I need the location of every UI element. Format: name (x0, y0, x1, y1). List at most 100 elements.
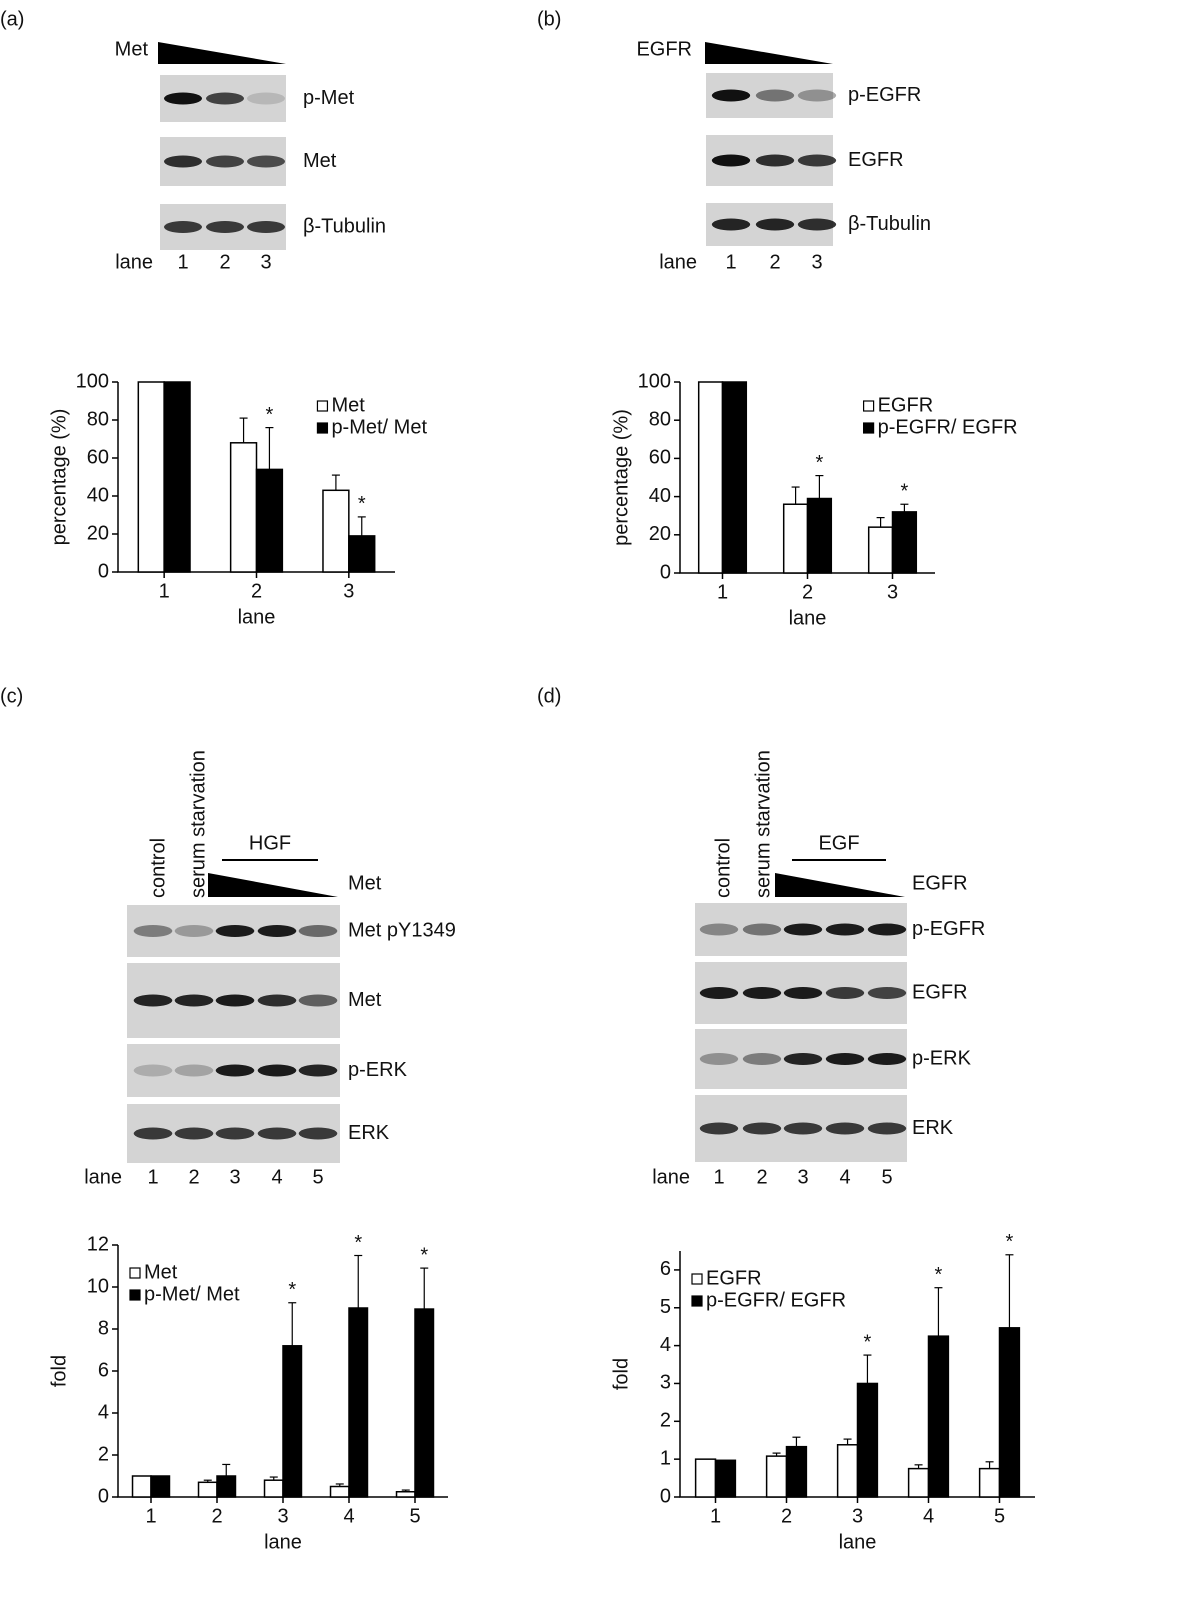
row-label: β-Tubulin (848, 213, 931, 235)
bar (348, 1307, 369, 1498)
y-tick-label: 2 (98, 1443, 109, 1465)
blot-band (797, 154, 837, 167)
x-tick-label: 1 (159, 580, 170, 602)
lane-number: 1 (177, 251, 188, 273)
blot-band (699, 987, 739, 999)
blot-band (825, 1053, 865, 1065)
lane-number: 4 (271, 1166, 282, 1188)
error-bar (914, 1464, 923, 1469)
lane-label: lane (659, 251, 697, 273)
y-tick-label: 0 (660, 1485, 671, 1507)
y-tick-label: 6 (98, 1359, 109, 1381)
y-axis-label: fold (48, 1355, 70, 1387)
error-bar (843, 1438, 852, 1445)
blot-band (133, 1127, 173, 1140)
legend-label: EGFR (878, 394, 934, 416)
blot-band (257, 925, 297, 937)
lane-label: lane (652, 1166, 690, 1188)
error-bar (1005, 1254, 1014, 1328)
bar (348, 535, 376, 573)
lane-number: 2 (219, 251, 230, 273)
row-label: Met (303, 150, 337, 172)
y-tick-label: 20 (87, 522, 109, 544)
x-tick-label: 3 (277, 1505, 288, 1527)
bar (329, 1485, 350, 1498)
y-tick-label: 6 (660, 1258, 671, 1280)
bar (806, 497, 833, 574)
bar (836, 1444, 859, 1498)
blot-band (867, 1122, 907, 1135)
y-tick-label: 8 (98, 1317, 109, 1339)
bar (891, 511, 918, 574)
y-axis-label: fold (610, 1358, 632, 1390)
legend-swatch (691, 1295, 703, 1307)
lane-label: lane (84, 1166, 122, 1188)
legend-label: p-EGFR/ EGFR (706, 1289, 846, 1311)
y-tick-label: 0 (660, 561, 671, 583)
row-label: p-Met (303, 87, 355, 109)
x-tick-label: 2 (802, 581, 813, 603)
y-tick-label: 10 (87, 1275, 109, 1297)
gradient-wedge (775, 873, 905, 897)
blot-band (298, 1127, 338, 1140)
blot-band (825, 923, 865, 936)
x-axis-label: lane (238, 606, 276, 628)
blot-band (867, 987, 907, 999)
y-axis-label: percentage (%) (610, 409, 632, 546)
x-tick-label: 4 (923, 1505, 934, 1527)
y-tick-label: 1 (660, 1447, 671, 1469)
row-label: Met pY1349 (348, 919, 456, 941)
blot-band (867, 923, 907, 936)
legend-swatch (129, 1289, 141, 1301)
x-tick-label: 3 (887, 581, 898, 603)
row-label: p-EGFR (848, 84, 921, 106)
blot-band (215, 994, 255, 1007)
blot-band (755, 218, 795, 231)
lane-number: 3 (260, 251, 271, 273)
lane-number: 2 (756, 1166, 767, 1188)
y-tick-label: 80 (87, 408, 109, 430)
lane-number: 1 (713, 1166, 724, 1188)
blot-band (867, 1053, 907, 1065)
x-axis-label: lane (839, 1531, 877, 1553)
column-label: control (147, 838, 169, 898)
x-tick-label: 5 (409, 1505, 420, 1527)
blot-band (298, 994, 338, 1007)
blot-band (174, 994, 214, 1007)
legend-swatch (862, 400, 875, 412)
y-tick-label: 12 (87, 1233, 109, 1255)
blot-band (257, 994, 297, 1007)
lane-number: 2 (769, 251, 780, 273)
row-label: EGFR (848, 149, 904, 171)
bar (163, 381, 191, 573)
lane-number: 2 (188, 1166, 199, 1188)
y-tick-label: 100 (638, 370, 671, 392)
y-tick-label: 4 (98, 1401, 109, 1423)
y-tick-label: 60 (87, 446, 109, 468)
blot-band (825, 987, 865, 999)
significance-marker: * (354, 1232, 362, 1254)
gradient-wedge (158, 42, 286, 64)
error-bar (791, 486, 800, 505)
row-label: EGFR (912, 981, 968, 1003)
error-bar (772, 1452, 781, 1457)
bar (197, 1481, 218, 1498)
error-bar (900, 503, 909, 512)
significance-marker: * (901, 481, 909, 503)
blot-band (164, 155, 202, 168)
blot-band (797, 218, 837, 231)
row-label: ERK (348, 1122, 390, 1144)
blot-band (755, 154, 795, 167)
significance-marker: * (420, 1244, 428, 1266)
row-label: Met (348, 989, 382, 1011)
blot-band (711, 154, 751, 167)
significance-marker: * (864, 1331, 872, 1353)
error-bar (354, 1254, 363, 1308)
y-tick-label: 60 (649, 447, 671, 469)
x-tick-label: 2 (251, 580, 262, 602)
row-label: p-ERK (912, 1047, 972, 1069)
blot-band (298, 1064, 338, 1077)
y-tick-label: 0 (98, 560, 109, 582)
bar (998, 1327, 1021, 1498)
bar (907, 1467, 930, 1498)
